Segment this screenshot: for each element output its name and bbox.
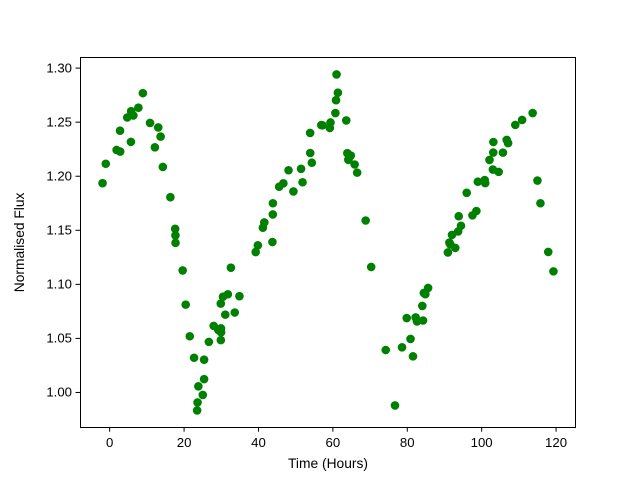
svg-text:1.25: 1.25	[46, 114, 72, 129]
svg-text:Time (Hours): Time (Hours)	[288, 456, 368, 471]
svg-text:1.05: 1.05	[46, 331, 72, 346]
svg-text:20: 20	[177, 435, 192, 450]
svg-text:1.30: 1.30	[46, 60, 72, 75]
svg-text:60: 60	[326, 435, 341, 450]
svg-text:Normalised Flux: Normalised Flux	[12, 192, 27, 292]
svg-text:80: 80	[400, 435, 415, 450]
svg-text:1.20: 1.20	[46, 168, 72, 183]
svg-text:1.15: 1.15	[46, 223, 72, 238]
svg-text:100: 100	[471, 435, 493, 450]
svg-text:1.00: 1.00	[46, 385, 72, 400]
svg-text:0: 0	[106, 435, 113, 450]
svg-text:40: 40	[251, 435, 266, 450]
svg-text:120: 120	[545, 435, 567, 450]
svg-text:1.10: 1.10	[46, 277, 72, 292]
